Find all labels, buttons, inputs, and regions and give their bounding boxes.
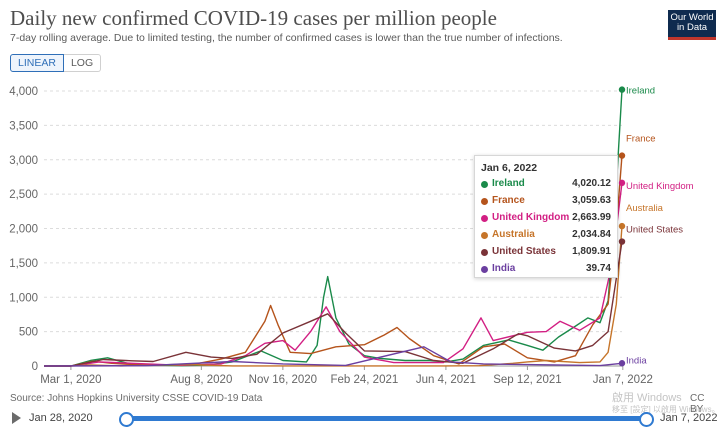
x-tick-label: Jun 4, 2021 xyxy=(416,374,476,386)
y-tick-label: 3,500 xyxy=(9,120,38,132)
watermark-line-2: 移至 [設定] 以啟用 Windows。 xyxy=(612,405,720,414)
x-tick-label: Jan 7, 2022 xyxy=(593,374,653,386)
chart-subtitle: 7-day rolling average. Due to limited te… xyxy=(10,32,563,44)
tooltip-series-value: 2,663.99 xyxy=(572,212,611,223)
series-end-point-australia xyxy=(618,222,626,230)
y-tick-label: 4,000 xyxy=(9,86,38,98)
timeline-track[interactable] xyxy=(126,416,646,421)
y-tick-label: 2,000 xyxy=(9,224,38,236)
series-end-point-france xyxy=(618,152,626,159)
series-color-dot xyxy=(481,198,488,205)
tooltip-series-name: United Kingdom xyxy=(492,212,570,223)
timeline-start-handle[interactable] xyxy=(119,412,134,427)
tooltip-row-united-kingdom: United Kingdom 2,663.99 xyxy=(481,212,611,226)
logo-line-1: Our World xyxy=(670,12,714,23)
timeline-start-label: Jan 28, 2020 xyxy=(29,412,93,424)
tooltip-row-india: India 39.74 xyxy=(481,263,611,277)
tooltip-series-name: France xyxy=(492,195,525,206)
series-line-united-states xyxy=(44,241,623,367)
series-color-dot xyxy=(481,215,488,222)
series-label-india: India xyxy=(626,355,647,366)
chart-title: Daily new confirmed COVID-19 cases per m… xyxy=(10,6,497,30)
tooltip-series-name: United States xyxy=(492,246,556,257)
series-label-ireland: Ireland xyxy=(626,86,655,97)
y-tick-label: 3,000 xyxy=(9,155,38,167)
tooltip-series-value: 2,034.84 xyxy=(572,229,611,240)
timeline-end-handle[interactable] xyxy=(639,412,654,427)
series-color-dot xyxy=(481,249,488,256)
play-icon[interactable] xyxy=(12,412,21,424)
series-lines xyxy=(43,86,626,367)
series-line-india xyxy=(43,346,623,367)
x-tick-label: Aug 8, 2020 xyxy=(170,374,232,386)
x-tick-label: Nov 16, 2020 xyxy=(249,374,317,386)
tooltip-row-australia: Australia 2,034.84 xyxy=(481,229,611,243)
windows-activation-watermark: 啟用 Windows 移至 [設定] 以啟用 Windows。 xyxy=(612,392,720,416)
series-color-dot xyxy=(481,181,488,188)
watermark-line-1: 啟用 Windows xyxy=(612,392,682,404)
series-color-dot xyxy=(481,232,488,239)
series-label-australia: Australia xyxy=(626,203,664,214)
y-tick-label: 1,500 xyxy=(9,258,38,270)
timeline-end-label: Jan 7, 2022 xyxy=(660,412,718,424)
tooltip-series-value: 3,059.63 xyxy=(572,195,611,206)
series-end-point-ireland xyxy=(618,86,626,93)
tooltip-row-united-states: United States 1,809.91 xyxy=(481,246,611,260)
series-label-united-kingdom: United Kingdom xyxy=(626,181,694,192)
x-tick-label: Feb 24, 2021 xyxy=(330,374,398,386)
timeline-slider: Jan 28, 2020 Jan 7, 2022 xyxy=(0,408,720,430)
x-axis: Mar 1, 2020 Aug 8, 2020 Nov 16, 2020 Feb 24… xyxy=(40,366,653,386)
tooltip-series-name: Ireland xyxy=(492,178,525,189)
y-tick-label: 500 xyxy=(19,327,38,339)
series-end-point-united-states xyxy=(618,238,626,245)
tooltip-series-value: 39.74 xyxy=(585,263,611,274)
series-color-dot xyxy=(481,266,488,273)
series-end-point-india xyxy=(618,360,626,367)
log-scale-button[interactable]: LOG xyxy=(63,54,102,72)
y-axis: 0 500 1,000 1,500 2,000 2,500 3,000 3,500 4,000 xyxy=(9,86,38,373)
owid-logo[interactable]: Our World in Data xyxy=(668,10,716,40)
series-end-labels: Ireland France United Kingdom Australia Unit… xyxy=(626,86,694,367)
tooltip-row-france: France 3,059.63 xyxy=(481,195,611,209)
hover-tooltip: Jan 6, 2022 Ireland 4,020.12 France 3,05… xyxy=(474,155,618,278)
scale-toggle: LINEAR LOG xyxy=(10,54,102,72)
tooltip-series-value: 4,020.12 xyxy=(572,178,611,189)
tooltip-date: Jan 6, 2022 xyxy=(481,162,538,174)
y-tick-label: 1,000 xyxy=(9,292,38,304)
logo-line-2: in Data xyxy=(676,22,708,33)
tooltip-series-value: 1,809.91 xyxy=(572,246,611,257)
tooltip-row-ireland: Ireland 4,020.12 xyxy=(481,178,611,192)
license-link[interactable]: CC BY xyxy=(690,393,705,415)
linear-scale-button[interactable]: LINEAR xyxy=(10,54,64,72)
series-label-united-states: United States xyxy=(626,225,683,236)
series-end-point-united-kingdom xyxy=(618,179,626,187)
series-label-france: France xyxy=(626,134,656,145)
source-note[interactable]: Source: Johns Hopkins University CSSE CO… xyxy=(10,393,263,404)
x-tick-label: Sep 12, 2021 xyxy=(493,374,561,386)
x-tick-label: Mar 1, 2020 xyxy=(40,374,101,386)
y-tick-label: 2,500 xyxy=(9,189,38,201)
y-tick-label: 0 xyxy=(32,361,38,373)
tooltip-series-name: Australia xyxy=(492,229,535,240)
tooltip-series-name: India xyxy=(492,263,516,274)
